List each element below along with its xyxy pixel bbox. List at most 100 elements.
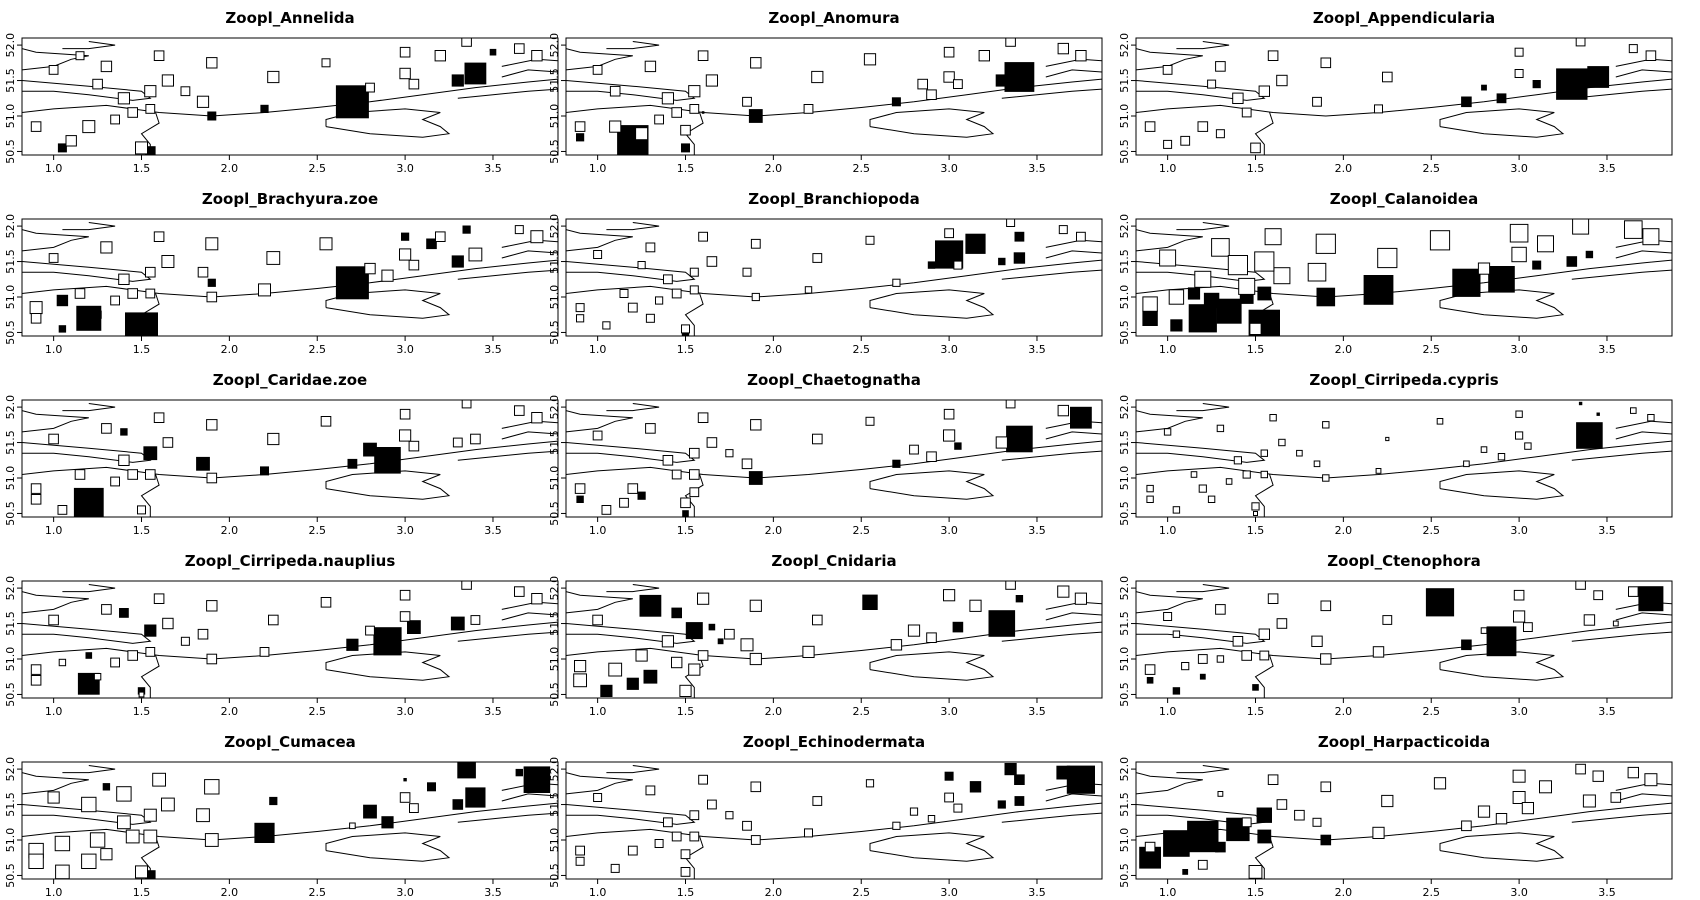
- positive-square: [1056, 765, 1071, 780]
- negative-square: [1260, 449, 1268, 457]
- negative-square: [575, 303, 585, 313]
- negative-square: [1375, 468, 1382, 474]
- negative-square: [1313, 460, 1321, 468]
- x-tick-label: 1.0: [1159, 705, 1177, 718]
- negative-square: [705, 74, 718, 87]
- x-tick-label: 2.5: [308, 705, 326, 718]
- negative-square: [804, 286, 813, 294]
- positive-square: [701, 111, 705, 114]
- y-tick-label: 52.0: [1118, 33, 1131, 58]
- negative-square: [655, 296, 664, 305]
- coastline: [566, 442, 696, 463]
- coastline: [684, 293, 704, 336]
- coastline: [566, 623, 696, 644]
- negative-square: [1320, 57, 1332, 69]
- y-tick-label: 51.0: [1118, 466, 1131, 491]
- coastline: [501, 58, 558, 67]
- negative-square: [1312, 817, 1322, 827]
- negative-square: [127, 288, 139, 299]
- plot-frame: [565, 399, 1103, 518]
- negative-square: [196, 95, 210, 108]
- coastline: [1136, 48, 1203, 71]
- positive-square: [1013, 252, 1026, 264]
- negative-square: [1429, 230, 1451, 251]
- negative-square: [706, 256, 718, 267]
- negative-square: [812, 614, 823, 626]
- coastline: [501, 431, 558, 440]
- coastline: [606, 222, 660, 231]
- negative-square: [927, 815, 936, 823]
- negative-square: [943, 46, 955, 58]
- coastline: [1615, 612, 1672, 621]
- coastline: [501, 793, 558, 802]
- negative-square: [204, 833, 219, 847]
- negative-square: [1539, 780, 1552, 794]
- coastline: [1176, 41, 1230, 50]
- y-tick-label: 51.0: [4, 104, 17, 129]
- negative-square: [153, 412, 165, 423]
- positive-square: [1461, 96, 1472, 108]
- negative-square: [1250, 142, 1261, 154]
- negative-square: [205, 237, 219, 251]
- panel: Zoopl_Harpacticoida 1.0 1.5 2.0 2.5 3.0 3.5 50.…: [1118, 733, 1673, 899]
- y-tick-label: 51.5: [548, 68, 561, 93]
- x-tick-label: 3.5: [1028, 343, 1046, 356]
- negative-square: [724, 628, 735, 640]
- x-tick-label: 2.0: [765, 705, 783, 718]
- coastline: [22, 78, 558, 117]
- negative-square: [531, 593, 543, 605]
- negative-square: [197, 628, 209, 640]
- x-tick-label: 3.0: [396, 886, 414, 899]
- negative-square: [635, 649, 648, 662]
- coastline: [1136, 410, 1203, 433]
- negative-square: [926, 632, 937, 644]
- x-tick-label: 1.0: [1159, 343, 1177, 356]
- negative-square: [742, 96, 752, 107]
- negative-square: [1575, 581, 1586, 590]
- coastline: [62, 584, 116, 593]
- positive-square: [1182, 869, 1189, 875]
- x-tick-label: 3.5: [1028, 705, 1046, 718]
- x-tick-label: 3.0: [1510, 162, 1528, 175]
- plot-frame: [1135, 218, 1673, 337]
- coastline: [566, 802, 1102, 841]
- negative-square: [619, 289, 629, 298]
- negative-square: [1374, 104, 1383, 114]
- positive-square: [1014, 796, 1025, 806]
- negative-square: [1512, 791, 1526, 804]
- y-tick-label: 51.0: [1118, 828, 1131, 853]
- y-tick-label: 52.0: [548, 576, 561, 601]
- negative-square: [1514, 69, 1524, 78]
- negative-square: [47, 791, 60, 804]
- y-tick-label: 52.0: [4, 757, 17, 782]
- plot-frame: [1135, 399, 1673, 518]
- coastline: [566, 48, 633, 71]
- positive-square: [457, 762, 476, 779]
- negative-square: [1628, 44, 1638, 54]
- plot-frame: [565, 218, 1103, 337]
- panel-title: Zoopl_Cirripeda.cypris: [1309, 371, 1498, 389]
- y-tick-label: 51.5: [548, 430, 561, 455]
- negative-square: [1630, 407, 1637, 414]
- negative-square: [1537, 235, 1554, 253]
- negative-square: [1172, 506, 1181, 514]
- negative-square: [127, 469, 139, 480]
- coastline: [1615, 431, 1672, 440]
- negative-square: [1194, 270, 1212, 288]
- negative-square: [751, 292, 760, 302]
- positive-square: [254, 822, 275, 843]
- coastline: [1001, 450, 1102, 461]
- negative-square: [1260, 470, 1268, 479]
- y-tick-label: 51.0: [548, 466, 561, 491]
- negative-square: [1372, 646, 1385, 658]
- negative-square: [1241, 650, 1253, 661]
- negative-square: [399, 792, 411, 803]
- negative-square: [679, 684, 692, 697]
- x-tick-label: 3.0: [1510, 343, 1528, 356]
- coastline: [566, 591, 633, 614]
- positive-square: [1188, 304, 1217, 333]
- negative-square: [81, 853, 97, 869]
- panel-title: Zoopl_Harpacticoida: [1318, 733, 1490, 751]
- negative-square: [750, 238, 761, 249]
- coastline: [1045, 793, 1102, 802]
